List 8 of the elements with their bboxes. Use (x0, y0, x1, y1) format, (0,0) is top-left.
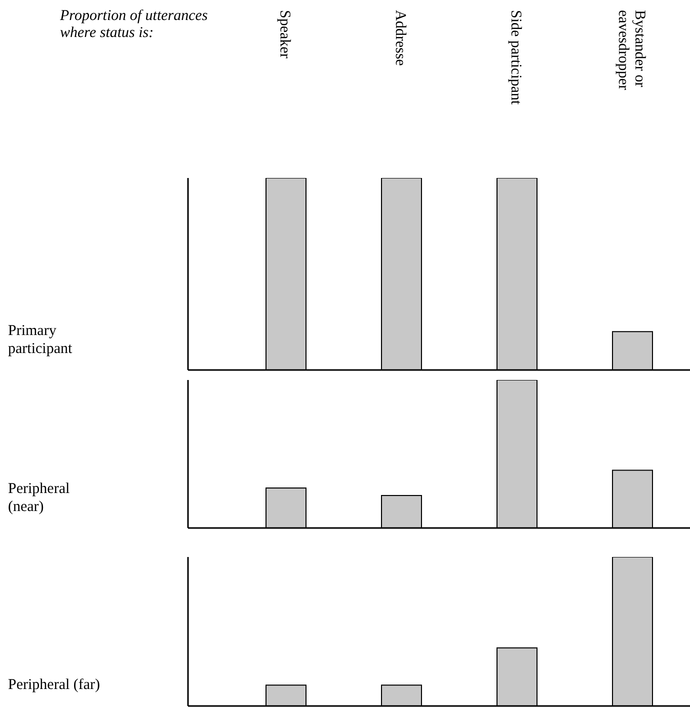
y-axis-title: Primary participant (8, 322, 74, 358)
x-tick-label: Speaker (276, 10, 292, 58)
chart-title: Proportion of utterances where status is: (60, 8, 209, 42)
x-tick-label: Bystander or eavesdropper (614, 10, 648, 90)
y-axis-title: Peripheral (far) (8, 676, 102, 694)
x-tick-label: Side participant (508, 10, 524, 106)
x-tick-label: Addresse (392, 10, 408, 66)
y-axis-title: Peripheral (near) (8, 480, 71, 516)
